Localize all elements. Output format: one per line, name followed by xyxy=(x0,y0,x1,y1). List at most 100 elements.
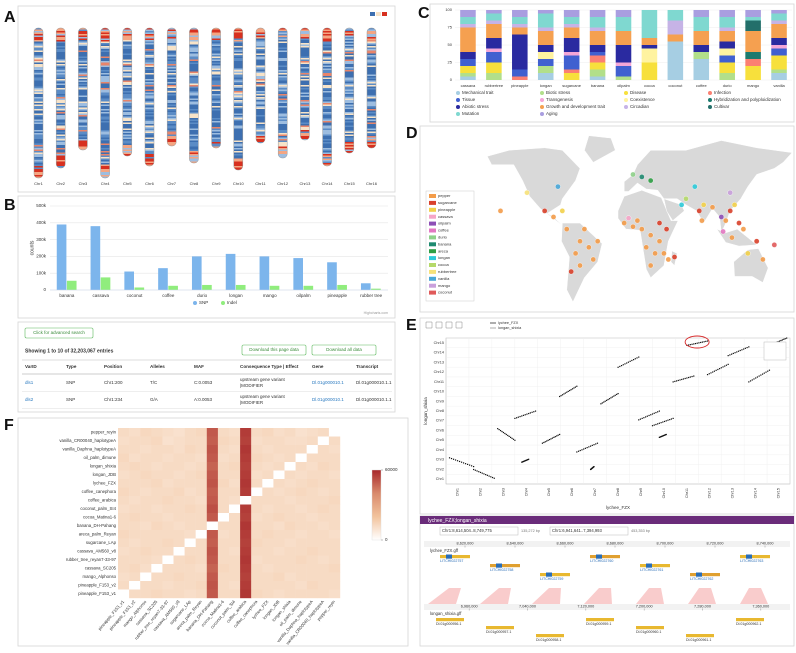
chromosome-band xyxy=(167,43,177,45)
chromosome-band xyxy=(100,94,110,96)
chromosome-band xyxy=(56,128,66,131)
advanced-search-button[interactable] xyxy=(24,327,94,339)
gene-label: LITCHI022757 xyxy=(440,559,463,563)
chromosome-band xyxy=(233,59,243,62)
alignment-dot xyxy=(717,368,719,371)
chromosome-band xyxy=(233,116,243,119)
bar-segment xyxy=(589,10,606,17)
heatmap-cell xyxy=(140,436,152,446)
chromosome-band xyxy=(367,91,376,93)
chart-credit: Highcharts.com xyxy=(364,311,388,315)
bar-segment xyxy=(719,41,735,49)
chromosome-band xyxy=(344,148,354,150)
heatmap-cell xyxy=(306,589,318,599)
chromosome-band xyxy=(211,49,221,51)
heatmap-cell xyxy=(273,445,285,454)
chromosome-band xyxy=(145,106,154,108)
heatmap-cell xyxy=(273,589,285,599)
alignment-dot xyxy=(485,474,487,476)
heatmap-cell xyxy=(129,445,141,454)
alignment-dot xyxy=(573,387,575,389)
chromosome-band xyxy=(300,35,310,38)
heatmap-cell xyxy=(317,462,330,471)
chromosome-band xyxy=(122,58,132,60)
chromosome-band xyxy=(78,110,88,113)
heatmap-cell xyxy=(306,453,318,463)
gene-feature xyxy=(736,618,764,622)
chromosome-band xyxy=(322,59,332,62)
chromosome-band xyxy=(56,47,66,50)
chromosome-band xyxy=(367,118,376,120)
chromosome-band xyxy=(78,53,88,56)
chromosome-band xyxy=(78,143,88,146)
chromosome-band xyxy=(145,164,154,166)
chromosome-band xyxy=(145,65,154,68)
alignment-dot xyxy=(614,394,616,396)
alignment-dot xyxy=(746,346,748,349)
heatmap-cell xyxy=(328,538,341,548)
alignment-dot xyxy=(689,344,691,346)
heatmap-cell xyxy=(317,538,330,548)
chromosome-band xyxy=(56,116,66,119)
chromosome-band xyxy=(344,116,354,119)
chromosome-band xyxy=(100,104,110,107)
chromosome-band xyxy=(256,34,265,36)
chromosome-band xyxy=(211,80,221,83)
chromosome-band xyxy=(56,134,66,137)
heatmap-cell xyxy=(184,504,196,514)
chromosome-band xyxy=(100,98,110,101)
x-tick-label: banana xyxy=(591,83,605,88)
chromosome-band xyxy=(189,49,199,51)
chromosome-band xyxy=(189,149,199,152)
chromosome-band xyxy=(278,115,288,117)
bar-segment xyxy=(512,17,528,24)
chromosome-band xyxy=(233,146,243,149)
toolbar-icon[interactable] xyxy=(435,321,443,329)
toolbar-icon[interactable] xyxy=(445,321,453,329)
heatmap-cell xyxy=(184,462,196,471)
bar-segment xyxy=(563,17,580,24)
alignment-dot xyxy=(448,457,451,459)
chromosome-band xyxy=(256,31,265,33)
location-input[interactable] xyxy=(439,526,519,536)
toolbar-icon[interactable] xyxy=(425,321,433,329)
alignment-dot xyxy=(522,414,525,416)
heatmap-cell xyxy=(240,453,252,463)
chromosome-band xyxy=(367,124,376,126)
heatmap-cell xyxy=(317,581,330,590)
chromosome-band xyxy=(167,125,177,128)
legend-swatch xyxy=(429,290,436,295)
download-button[interactable] xyxy=(311,344,377,356)
chromosome-band xyxy=(233,122,243,125)
chromosome-band xyxy=(322,149,332,152)
alignment-dot xyxy=(648,414,650,417)
chromosome-band xyxy=(322,34,332,36)
heatmap-cell xyxy=(173,564,185,573)
chromosome-band xyxy=(145,28,154,30)
chromosome-band xyxy=(300,103,310,105)
chromosome-band xyxy=(300,46,310,48)
location-text: Chr1:8,614,504..8,749,775 xyxy=(442,528,492,533)
chromosome-band xyxy=(100,62,110,65)
chromosome-band xyxy=(300,112,310,114)
chromosome-band xyxy=(300,83,310,86)
chromosome-band xyxy=(367,116,376,119)
location-input[interactable] xyxy=(549,526,629,536)
legend-swatch xyxy=(429,249,436,254)
download-button[interactable] xyxy=(241,344,307,356)
bar-segment xyxy=(460,73,476,77)
chromosome-band xyxy=(256,106,265,108)
toolbar-icon[interactable] xyxy=(455,321,463,329)
chromosome-band xyxy=(367,128,376,131)
chromosome-band xyxy=(122,52,132,54)
chromosome-band xyxy=(145,92,154,95)
alignment-dot xyxy=(629,360,631,362)
scale-label: 6,960,000 xyxy=(461,605,478,609)
bar-segment xyxy=(512,34,528,70)
chromosome-band xyxy=(367,122,376,125)
chromosome-band xyxy=(344,89,354,92)
chromosome-band xyxy=(211,115,221,117)
chromosome-band xyxy=(189,151,199,153)
chromosome-band xyxy=(256,47,265,50)
alignment-dot xyxy=(517,416,519,418)
